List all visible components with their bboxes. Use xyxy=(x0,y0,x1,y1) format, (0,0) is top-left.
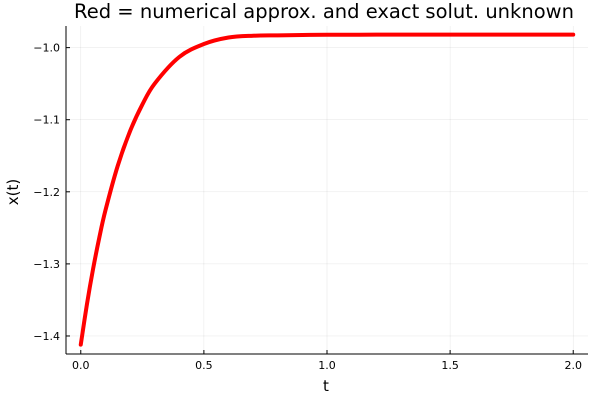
tick-labels: 0.0 0.5 1.0 1.5 2.0 −1.4 −1.3 −1.2 −1.1 −1.0 xyxy=(33,42,582,372)
grid xyxy=(66,26,588,354)
series xyxy=(78,32,576,347)
chart-title: Red = numerical approx. and exact solut.… xyxy=(74,0,574,23)
x-tick-label-4: 2.0 xyxy=(564,359,582,372)
series-line-0 xyxy=(78,32,576,347)
y-tick-label-2: −1.2 xyxy=(33,186,60,199)
x-tick-label-3: 1.5 xyxy=(441,359,459,372)
y-tick-label-4: −1.0 xyxy=(33,42,60,55)
x-tick-label-0: 0.0 xyxy=(72,359,90,372)
y-tick-label-1: −1.3 xyxy=(33,258,60,271)
x-axis-label: t xyxy=(323,377,329,395)
x-tick-label-2: 1.0 xyxy=(318,359,336,372)
y-tick-label-0: −1.4 xyxy=(33,330,60,343)
y-axis-label: x(t) xyxy=(4,179,22,205)
axes xyxy=(65,26,588,355)
y-tick-label-3: −1.1 xyxy=(33,114,60,127)
x-tick-label-1: 0.5 xyxy=(195,359,213,372)
